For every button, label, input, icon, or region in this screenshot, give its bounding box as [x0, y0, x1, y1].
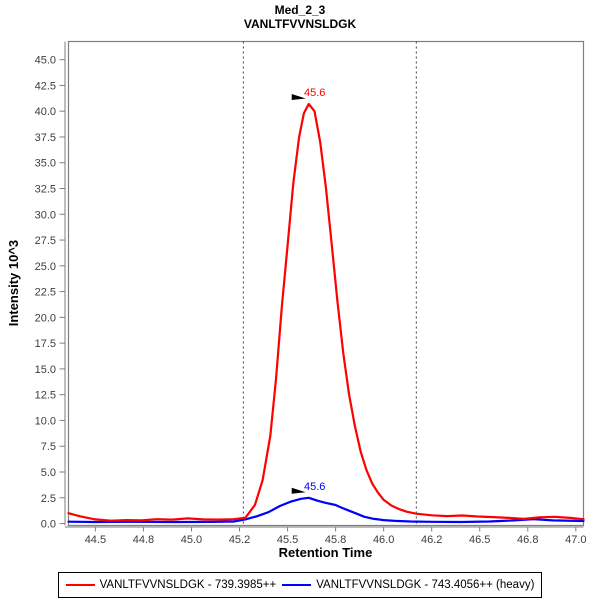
- x-tick-label: 45.2: [229, 534, 250, 546]
- y-tick-label: 10.0: [35, 415, 56, 427]
- legend-label: VANLTFVVNSLDGK - 739.3985++: [99, 579, 277, 591]
- legend: VANLTFVVNSLDGK - 739.3985++ VANLTFVVNSLDG…: [58, 572, 542, 598]
- peak-rt-annotation[interactable]: 45.6: [304, 481, 325, 493]
- y-tick-label: 30.0: [35, 209, 56, 221]
- x-tick-label: 45.8: [325, 534, 346, 546]
- legend-entry: VANLTFVVNSLDGK - 743.4056++ (heavy): [282, 579, 534, 591]
- y-tick-label: 40.0: [35, 106, 56, 118]
- x-tick-label: 46.5: [469, 534, 490, 546]
- peak-arrow-icon[interactable]: [291, 487, 306, 494]
- y-tick-label: 0.0: [41, 519, 56, 531]
- y-tick-label: 7.5: [41, 441, 56, 453]
- y-tick-label: 35.0: [35, 158, 56, 170]
- plot-frame: [67, 40, 585, 527]
- y-tick-label: 37.5: [35, 132, 56, 144]
- chart-subtitle: VANLTFVVNSLDGK: [243, 17, 357, 31]
- x-tick-label: 46.2: [421, 534, 442, 546]
- peak-arrow-icon[interactable]: [291, 93, 306, 100]
- x-axis-label: Retention Time: [278, 545, 373, 560]
- chromatogram-plot[interactable]: 0.0 2.5 5.0 7.5 10.0 12.5 15.0 17.5 20.0 22.5 25.0…: [0, 0, 600, 572]
- legend-label: VANLTFVVNSLDGK - 743.4056++ (heavy): [316, 579, 535, 591]
- x-tick-label: 46.0: [373, 534, 394, 546]
- legend-line-sample: [65, 584, 95, 586]
- x-tick-label: 47.0: [565, 534, 586, 546]
- y-tick-label: 22.5: [35, 287, 56, 299]
- y-tick-label: 42.5: [35, 80, 56, 92]
- legend-entry: VANLTFVVNSLDGK - 739.3985++: [65, 579, 277, 591]
- y-tick-label: 17.5: [35, 338, 56, 350]
- y-tick-label: 27.5: [35, 235, 56, 247]
- chromatogram-curve[interactable]: [67, 496, 585, 524]
- y-tick-label: 2.5: [41, 493, 56, 505]
- chromatogram-curve[interactable]: [67, 102, 585, 522]
- x-tick-label: 44.8: [133, 534, 154, 546]
- peak-rt-annotation[interactable]: 45.6: [304, 87, 325, 99]
- x-tick-label: 44.5: [85, 534, 106, 546]
- y-tick-label: 45.0: [35, 55, 56, 67]
- y-tick-label: 32.5: [35, 184, 56, 196]
- chart-title: Med_2_3: [274, 3, 326, 17]
- y-tick-label: 15.0: [35, 364, 56, 376]
- x-tick-label: 45.5: [277, 534, 298, 546]
- y-tick-label: 20.0: [35, 312, 56, 324]
- y-tick-label: 5.0: [41, 467, 56, 479]
- y-tick-label: 12.5: [35, 390, 56, 402]
- legend-line-sample: [282, 584, 312, 586]
- x-tick-label: 46.8: [517, 534, 538, 546]
- x-tick-label: 45.0: [181, 534, 202, 546]
- y-tick-label: 25.0: [35, 261, 56, 273]
